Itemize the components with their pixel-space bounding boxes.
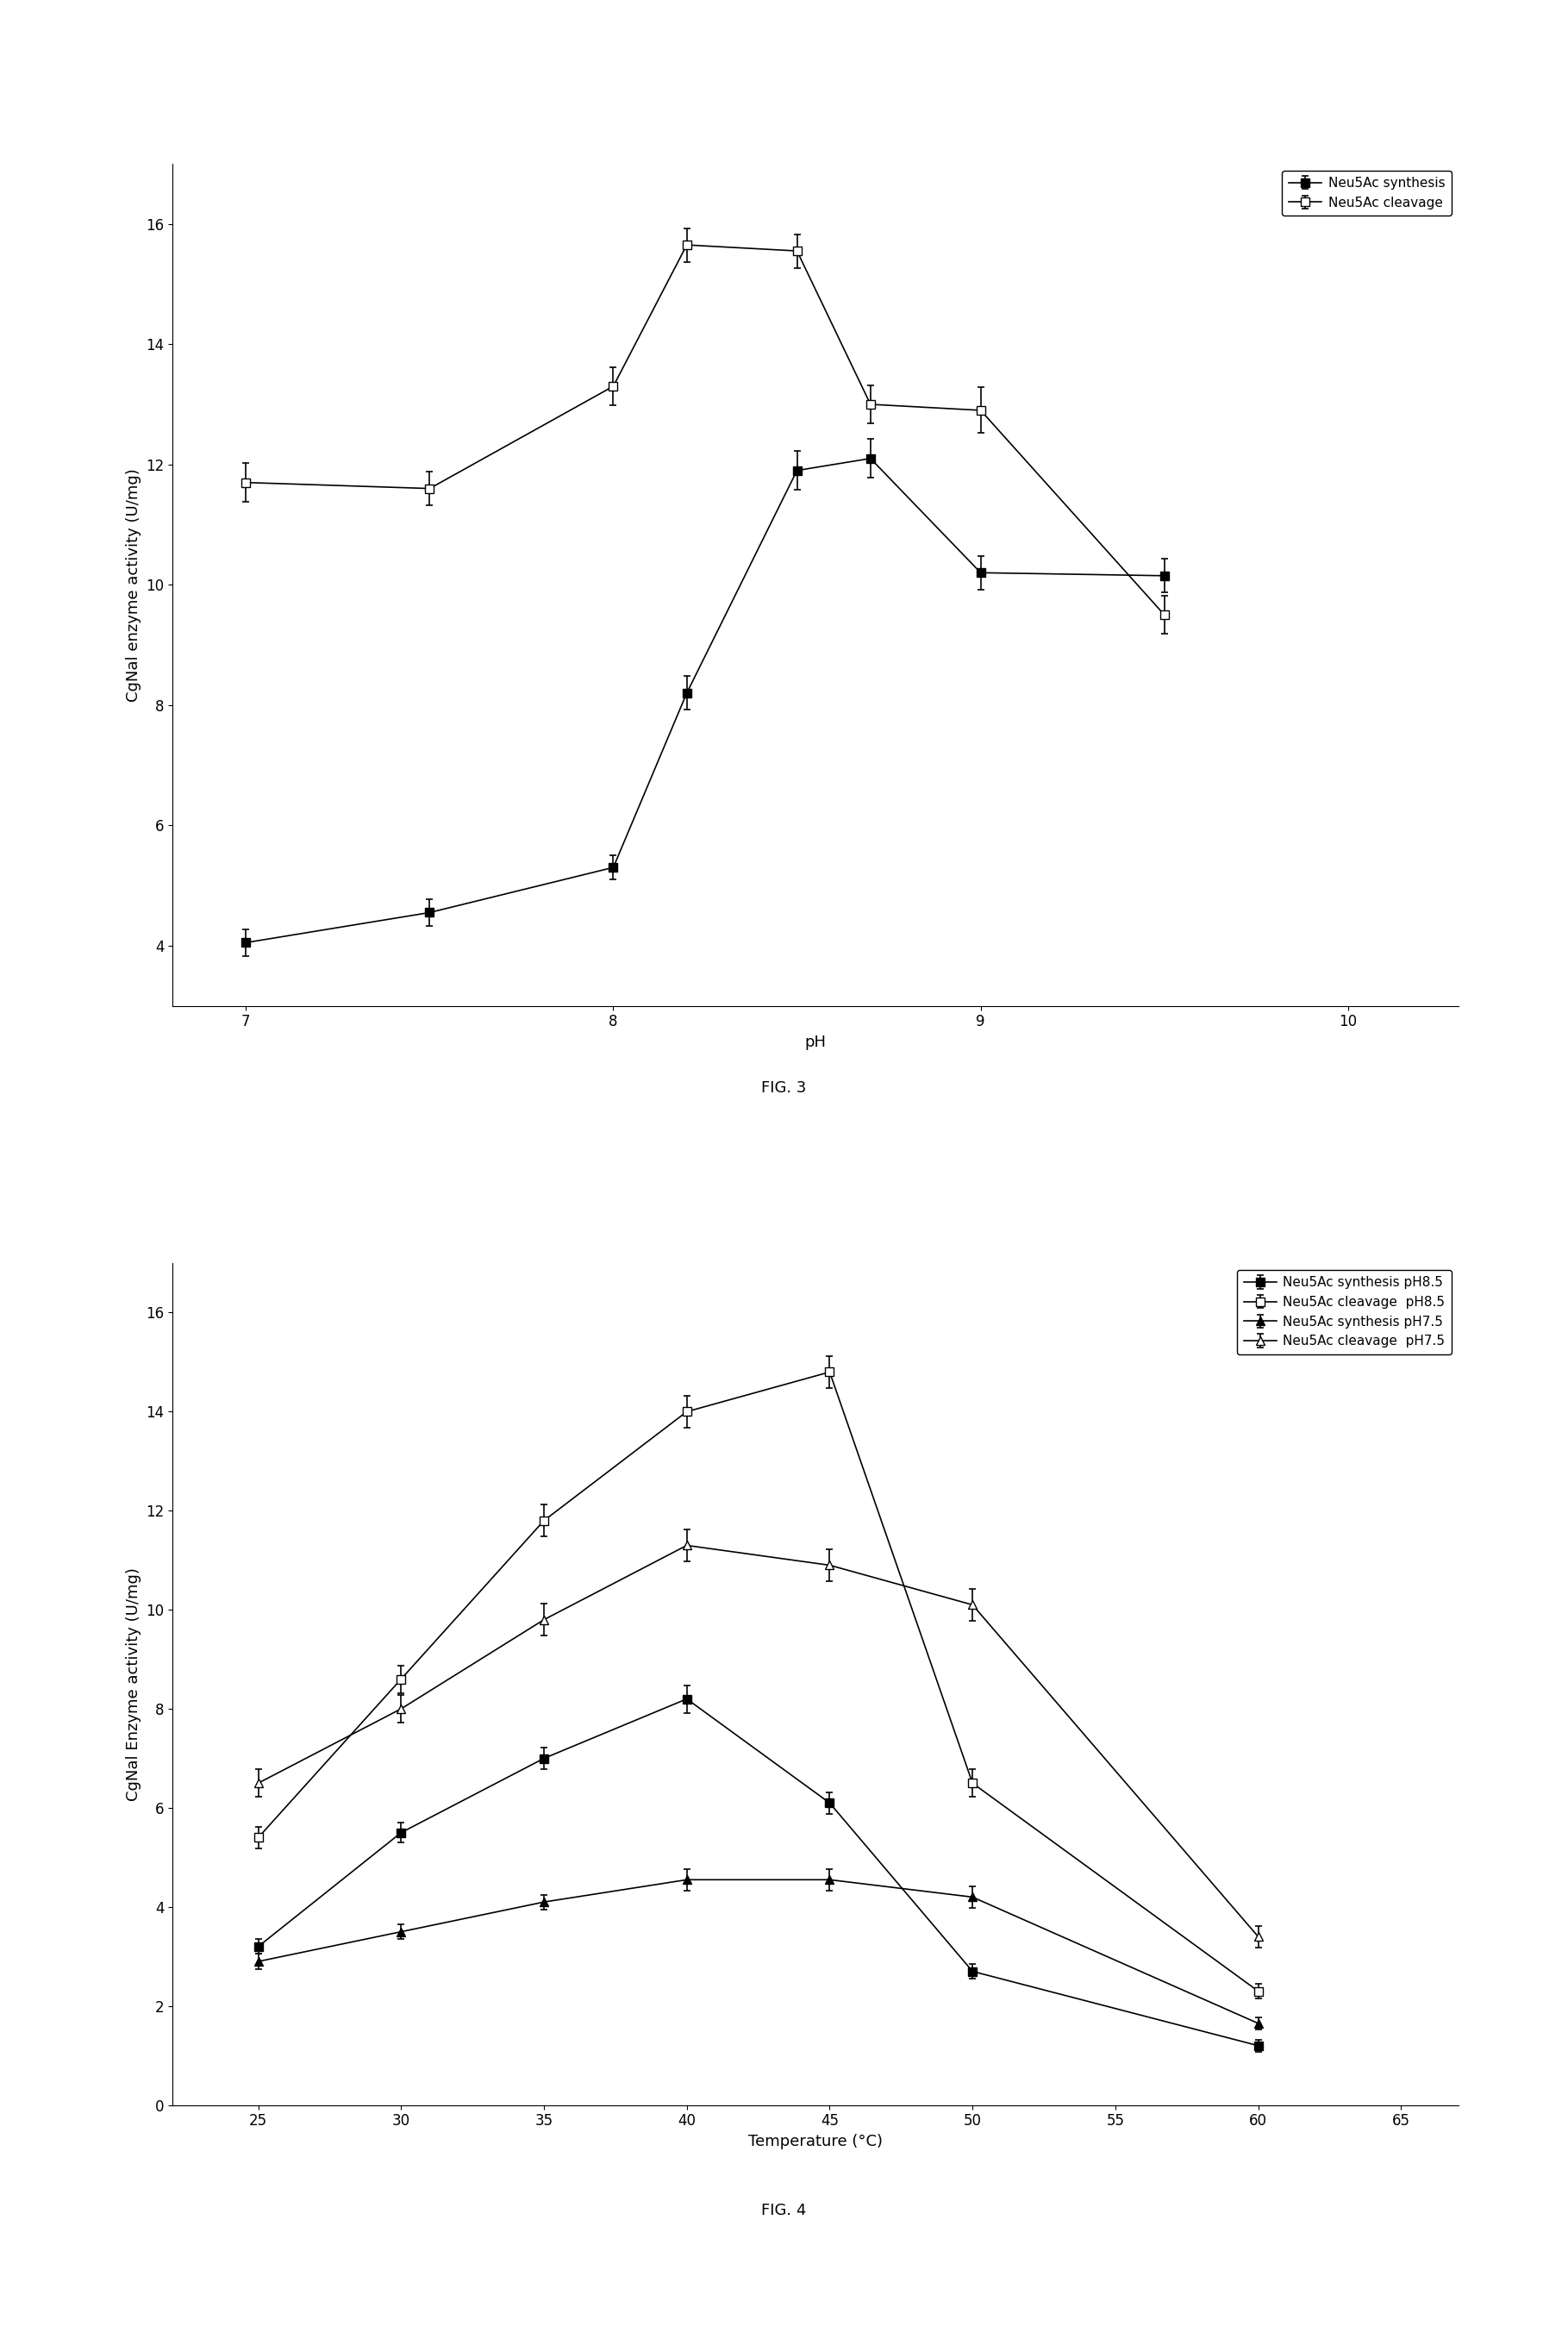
Y-axis label: CgNal Enzyme activity (U/mg): CgNal Enzyme activity (U/mg) — [125, 1567, 141, 1801]
Legend: Neu5Ac synthesis, Neu5Ac cleavage: Neu5Ac synthesis, Neu5Ac cleavage — [1283, 171, 1452, 215]
Text: FIG. 3: FIG. 3 — [762, 1081, 806, 1095]
Y-axis label: CgNal enzyme activity (U/mg): CgNal enzyme activity (U/mg) — [125, 468, 141, 702]
X-axis label: Temperature (°C): Temperature (°C) — [748, 2133, 883, 2150]
Text: FIG. 4: FIG. 4 — [762, 2203, 806, 2217]
X-axis label: pH: pH — [804, 1034, 826, 1050]
Legend: Neu5Ac synthesis pH8.5, Neu5Ac cleavage  pH8.5, Neu5Ac synthesis pH7.5, Neu5Ac c: Neu5Ac synthesis pH8.5, Neu5Ac cleavage … — [1237, 1270, 1452, 1354]
